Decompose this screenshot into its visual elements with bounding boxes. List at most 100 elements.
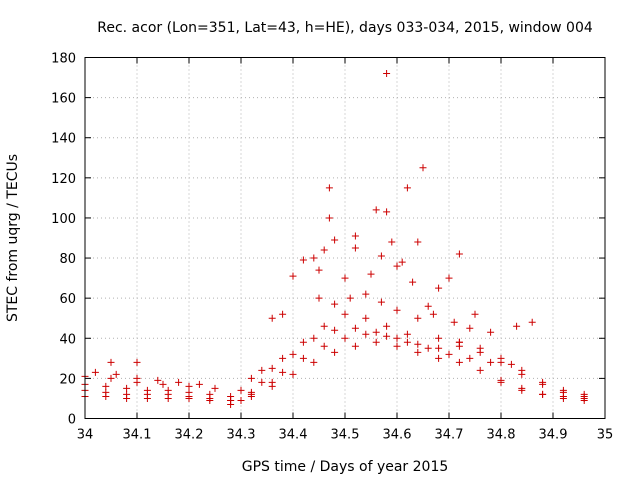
x-tick-label: 34.8 xyxy=(487,428,516,443)
data-point xyxy=(414,340,422,348)
x-tick-label: 34.4 xyxy=(279,428,308,443)
data-point xyxy=(372,328,380,336)
data-point xyxy=(476,348,484,356)
data-point xyxy=(159,380,167,388)
data-point xyxy=(466,354,474,362)
data-point xyxy=(331,326,339,334)
data-point xyxy=(351,342,359,350)
y-tick-label: 140 xyxy=(51,132,76,147)
data-point xyxy=(164,386,172,394)
data-point xyxy=(268,382,276,390)
data-point xyxy=(123,390,131,398)
x-tick-label: 34.5 xyxy=(331,428,360,443)
data-point xyxy=(195,380,203,388)
data-point xyxy=(237,386,245,394)
outlier-point xyxy=(315,294,323,302)
outlier-point xyxy=(445,274,453,282)
data-point xyxy=(372,338,380,346)
data-point xyxy=(539,390,547,398)
y-axis-label: STEC from uqrg / TECUs xyxy=(5,154,21,322)
outlier-point xyxy=(383,70,391,78)
y-tick-label: 80 xyxy=(59,252,76,267)
outlier-point xyxy=(403,184,411,192)
data-point xyxy=(211,384,219,392)
outlier-point xyxy=(383,208,391,216)
data-point xyxy=(507,360,515,368)
outlier-point xyxy=(362,290,370,298)
data-point xyxy=(227,396,235,404)
data-point xyxy=(133,374,141,382)
outlier-point xyxy=(419,164,427,172)
data-point xyxy=(435,334,443,342)
data-point xyxy=(154,376,162,384)
data-point xyxy=(320,322,328,330)
data-point xyxy=(175,378,183,386)
data-points xyxy=(81,70,588,408)
outlier-point xyxy=(346,294,354,302)
data-point xyxy=(476,366,484,374)
y-tick-label: 180 xyxy=(51,52,76,67)
data-point xyxy=(445,350,453,358)
data-point xyxy=(112,370,120,378)
data-point xyxy=(289,370,297,378)
x-axis-ticks: 34 34.1 34.2 34.3 34.4 34.5 34.6 34.7 34.8 34.9 35 xyxy=(77,57,614,443)
outlier-point xyxy=(377,252,385,260)
x-tick-label: 34 xyxy=(77,428,94,443)
data-point xyxy=(383,322,391,330)
data-point xyxy=(497,378,505,386)
y-axis-ticks: 0 20 40 60 80 100 120 140 160 180 xyxy=(51,52,605,428)
data-point xyxy=(247,374,255,382)
outlier-point xyxy=(341,274,349,282)
outlier-point xyxy=(455,250,463,258)
y-tick-label: 60 xyxy=(59,292,76,307)
outlier-point xyxy=(367,270,375,278)
outlier-point xyxy=(450,318,458,326)
outlier-point xyxy=(429,310,437,318)
plot-frame xyxy=(84,57,606,419)
data-point xyxy=(289,350,297,358)
data-point xyxy=(435,354,443,362)
data-point xyxy=(362,314,370,322)
x-tick-label: 35 xyxy=(597,428,614,443)
data-point xyxy=(455,342,463,350)
data-point xyxy=(424,344,432,352)
y-tick-label: 40 xyxy=(59,332,76,347)
outlier-point xyxy=(513,322,521,330)
outlier-point xyxy=(528,318,536,326)
x-tick-label: 34.6 xyxy=(383,428,412,443)
outlier-point xyxy=(409,278,417,286)
y-tick-label: 160 xyxy=(51,92,76,107)
data-point xyxy=(341,334,349,342)
x-tick-label: 34.1 xyxy=(123,428,152,443)
y-tick-label: 100 xyxy=(51,212,76,227)
data-point xyxy=(362,330,370,338)
data-point xyxy=(258,366,266,374)
outlier-point xyxy=(107,358,115,366)
data-point xyxy=(247,390,255,398)
y-tick-label: 0 xyxy=(68,413,76,428)
data-point xyxy=(185,388,193,396)
outlier-point xyxy=(320,246,328,254)
outlier-point xyxy=(393,262,401,270)
data-point xyxy=(351,324,359,332)
outlier-point xyxy=(393,306,401,314)
data-point xyxy=(393,334,401,342)
data-point xyxy=(258,378,266,386)
data-point xyxy=(435,344,443,352)
data-point xyxy=(310,358,318,366)
data-point xyxy=(185,382,193,390)
outlier-point xyxy=(487,328,495,336)
data-point xyxy=(107,374,115,382)
data-point xyxy=(237,396,245,404)
data-point xyxy=(299,354,307,362)
data-point xyxy=(497,358,505,366)
outlier-point xyxy=(325,184,333,192)
x-tick-label: 34.3 xyxy=(227,428,256,443)
outlier-point xyxy=(351,244,359,252)
x-tick-label: 34.9 xyxy=(539,428,568,443)
outlier-point xyxy=(388,238,396,246)
outlier-point xyxy=(424,302,432,310)
data-point xyxy=(331,348,339,356)
data-point xyxy=(539,380,547,388)
x-tick-label: 34.7 xyxy=(435,428,464,443)
